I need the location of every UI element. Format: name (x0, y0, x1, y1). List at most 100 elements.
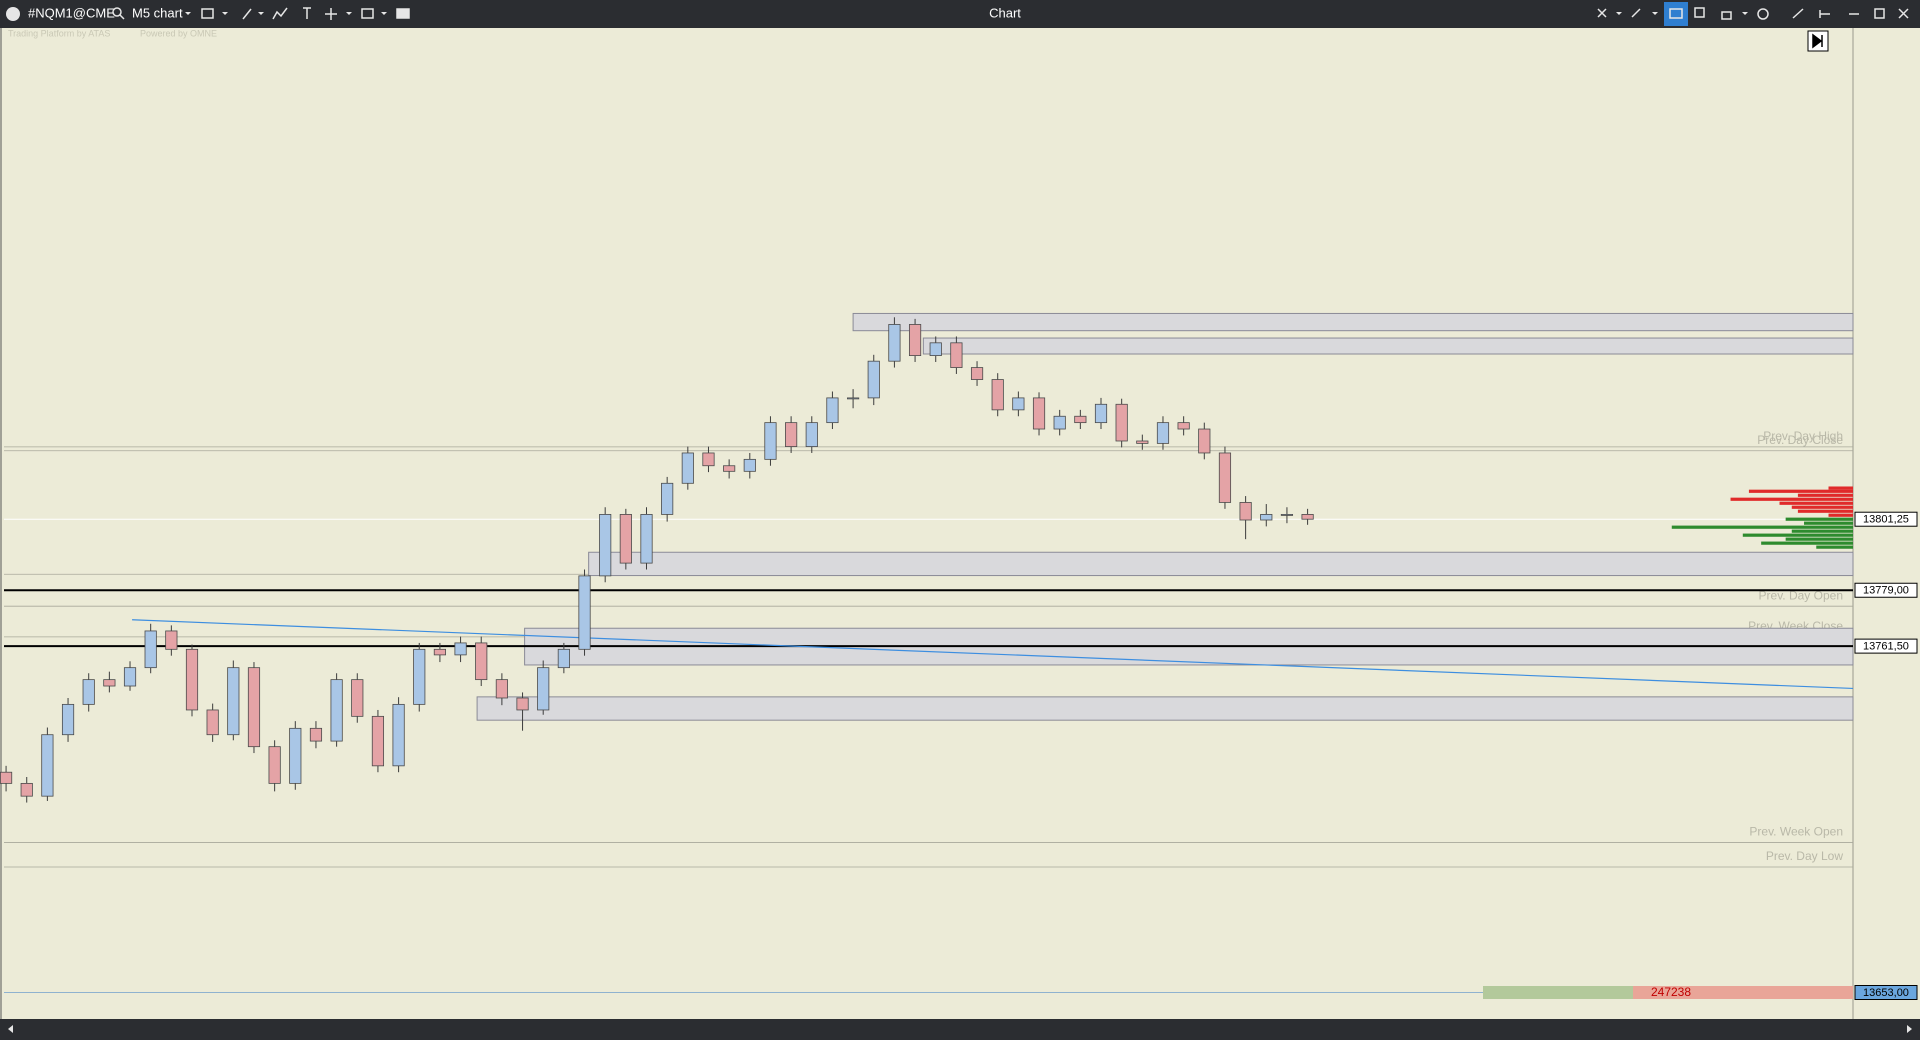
volume-profile-bar (1816, 545, 1853, 549)
visibility-icon[interactable] (1757, 8, 1769, 20)
layout-icon[interactable] (396, 8, 410, 19)
price-tag-label: 13761,50 (1863, 641, 1909, 653)
symbol[interactable]: #NQM1@CME (28, 5, 115, 20)
volume-profile-bar (1785, 537, 1853, 541)
candle-body (1012, 397, 1025, 411)
level-label: Prev. Day High (1763, 429, 1843, 443)
maximize-button[interactable] (1874, 8, 1885, 19)
indicator-icon[interactable] (272, 7, 288, 20)
candle-body (268, 746, 281, 784)
candle-body (330, 679, 343, 742)
candle-body (144, 630, 157, 669)
volume-profile-bar (1797, 493, 1853, 497)
candle-body (103, 679, 116, 687)
candle-body (847, 397, 860, 400)
volume-profile-bar (1797, 509, 1853, 513)
price-tag-label: 13801,25 (1863, 514, 1909, 526)
candle-body (371, 715, 385, 767)
candle-body (289, 727, 302, 784)
volume-profile-bar (1761, 541, 1853, 545)
clone-icon[interactable] (1694, 7, 1705, 18)
template-icon[interactable] (361, 8, 374, 19)
candle-body (805, 422, 818, 447)
volume-profile-bar (1828, 513, 1853, 517)
candle-body (537, 667, 550, 711)
candle-body (1053, 415, 1066, 430)
candle-body (1239, 502, 1252, 521)
candle-body (413, 648, 426, 705)
app-logo[interactable] (6, 7, 20, 21)
candle-body (599, 514, 612, 577)
candle-body (1115, 403, 1128, 442)
candle-body (61, 703, 75, 736)
window-title: Chart (989, 5, 1021, 20)
volume-profile-bar (1748, 489, 1853, 493)
volume-profile-bar (1804, 521, 1853, 525)
candle-body (1280, 514, 1294, 516)
price-tag (1854, 511, 1918, 527)
candle-body (185, 648, 199, 711)
volume-profile-bar (1791, 505, 1853, 509)
candle-body (495, 679, 508, 699)
title-bar (0, 0, 1920, 28)
candle-body (619, 514, 632, 564)
level-label: Prev. Day Close (1757, 433, 1843, 447)
candle-body (908, 324, 922, 356)
candle-body (661, 482, 674, 515)
price-tag-label: 13653,00 (1863, 987, 1909, 999)
candle-body (743, 458, 756, 472)
draw-icon[interactable] (242, 8, 252, 20)
candle-body (1032, 397, 1046, 430)
volume-profile-bar (1785, 517, 1853, 521)
candle-body (475, 642, 488, 681)
settings-icon[interactable] (1792, 8, 1804, 19)
candle-body (1074, 415, 1087, 424)
delta-bar-sell (1633, 986, 1853, 999)
candle-body (888, 324, 901, 362)
dropdown-arrows (185, 12, 1748, 15)
zone (922, 337, 1854, 355)
lock-icon[interactable] (1721, 11, 1732, 20)
price-tag (1854, 985, 1918, 1001)
candle-body (0, 771, 13, 784)
candle-body (640, 514, 653, 564)
search-icon[interactable] (112, 7, 122, 17)
volume-profile-bar (1828, 486, 1853, 490)
candle-body (309, 727, 323, 742)
tool-icon[interactable] (1597, 8, 1607, 18)
candle-body (1136, 440, 1149, 444)
link-icon[interactable] (1631, 8, 1641, 18)
candle-body (764, 422, 777, 460)
level-label: Prev. Day Low (1766, 849, 1843, 863)
scrollbar[interactable] (0, 1019, 1920, 1040)
candle-body (165, 630, 178, 650)
volume-profile-bar (1779, 501, 1853, 505)
candle-body (454, 642, 467, 656)
watermark: Trading Platform by ATAS (8, 28, 110, 38)
candle-body (392, 703, 405, 767)
chart-type-icon[interactable] (201, 8, 214, 19)
scroll-to-end-icon (1812, 33, 1823, 49)
camera-icon (1669, 8, 1683, 19)
candle-body (991, 379, 1004, 411)
candle-body (206, 709, 219, 736)
candle-body (247, 667, 261, 748)
price-tag (1854, 582, 1918, 598)
timeframe[interactable]: M5 chart (132, 5, 183, 20)
close-button[interactable] (1898, 8, 1909, 19)
screenshot-button[interactable] (1664, 2, 1688, 26)
zone (476, 696, 1854, 721)
candle-body (867, 360, 880, 399)
candle-body (970, 367, 984, 380)
candle-body (929, 342, 942, 356)
pin-icon[interactable] (1819, 10, 1830, 18)
zone (852, 312, 1854, 332)
candle-body (578, 575, 591, 650)
level-label: Prev. Day Open (1759, 588, 1843, 602)
trendline (132, 619, 1854, 690)
volume-profile-bar (1791, 529, 1853, 533)
candle-body (785, 422, 798, 447)
candle-body (227, 667, 240, 736)
